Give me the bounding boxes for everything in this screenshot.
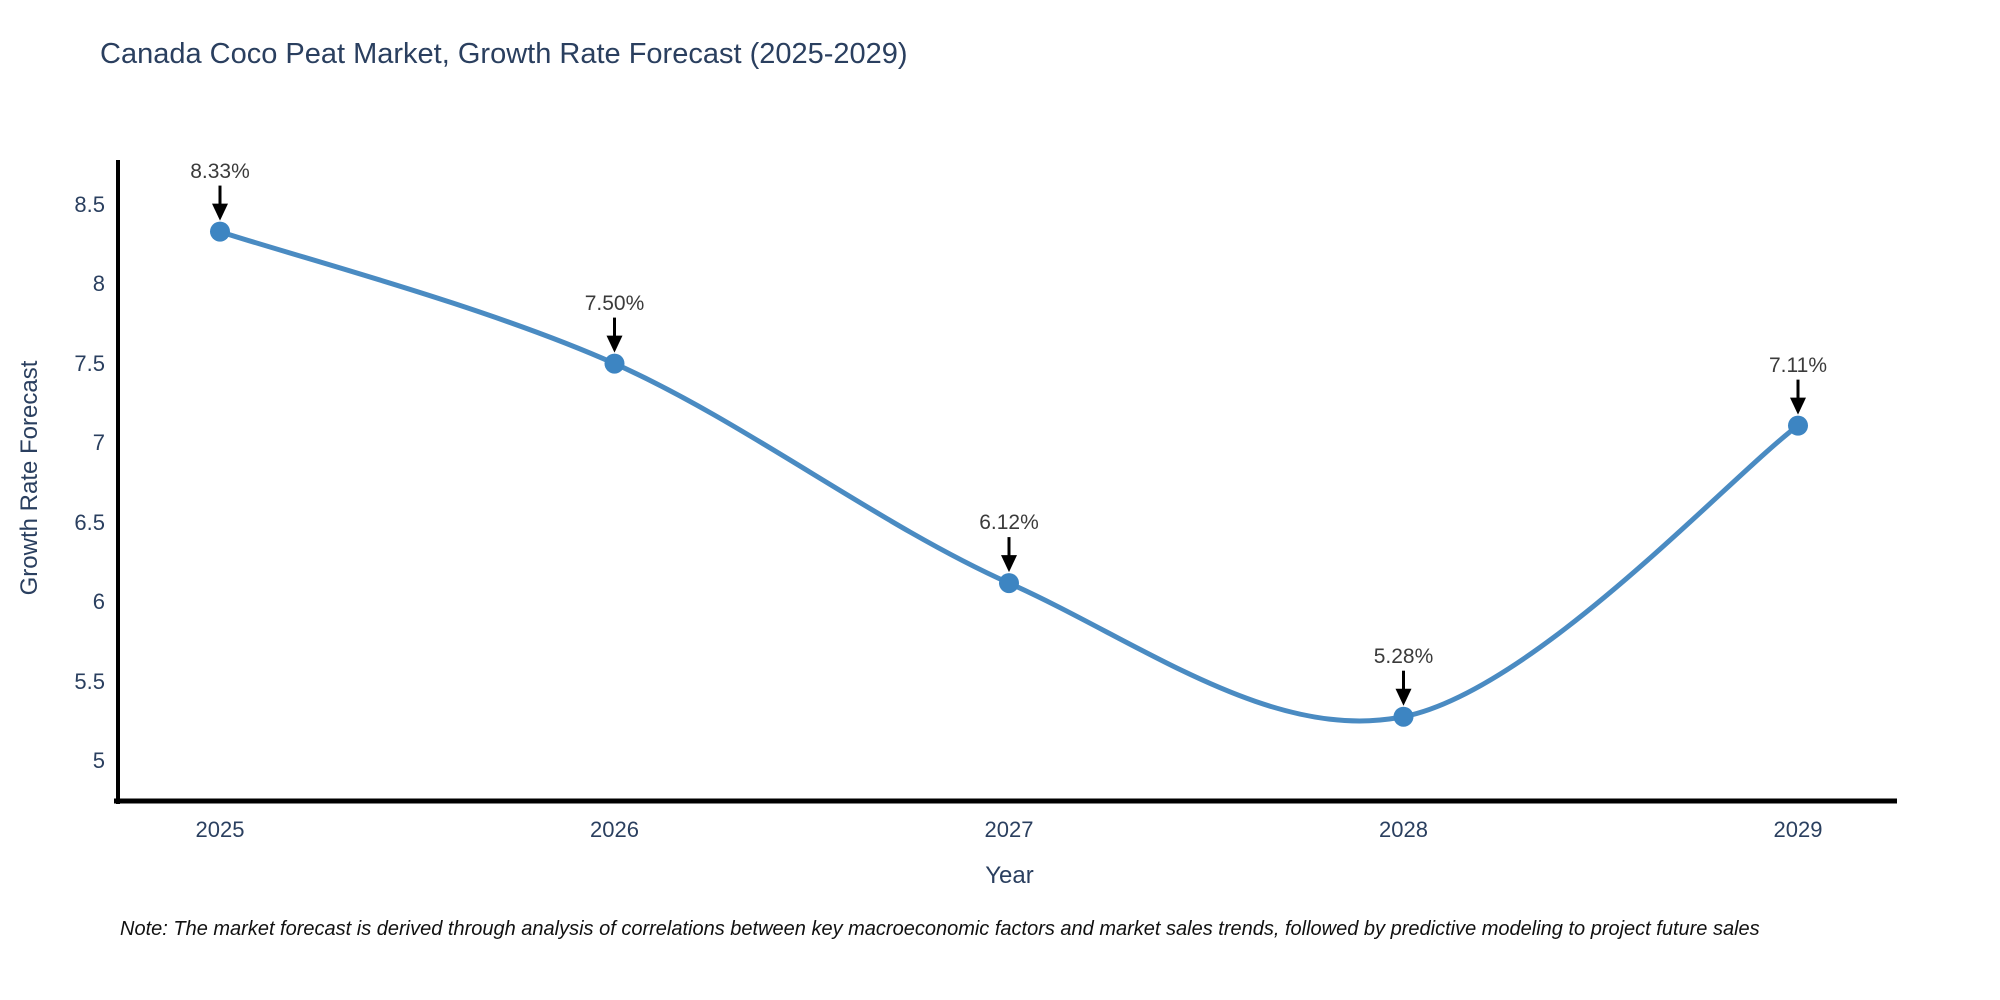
- footnote: Note: The market forecast is derived thr…: [120, 918, 1760, 940]
- data-point-marker[interactable]: [604, 353, 625, 374]
- chart-title: Canada Coco Peat Market, Growth Rate For…: [100, 38, 908, 70]
- y-tick-label: 7.5: [74, 350, 105, 376]
- annotation-arrowhead: [212, 203, 228, 221]
- x-axis-title: Year: [985, 862, 1034, 889]
- data-point-label: 5.28%: [1373, 644, 1434, 668]
- annotation-arrowhead: [1790, 397, 1806, 415]
- x-tick-label: 2028: [1379, 817, 1428, 842]
- data-point-label: 7.50%: [584, 291, 645, 315]
- y-tick-label: 8.5: [74, 191, 105, 217]
- y-tick-label: 8: [92, 271, 105, 297]
- annotation-arrowhead: [606, 335, 623, 353]
- annotation-arrowhead: [1001, 555, 1017, 573]
- y-tick-label: 7: [92, 430, 105, 456]
- y-axis-title: Growth Rate Forecast: [16, 360, 43, 596]
- x-tick-label: 2026: [590, 817, 639, 842]
- data-point-label: 7.11%: [1769, 353, 1827, 377]
- data-point-marker[interactable]: [210, 221, 230, 242]
- y-tick-label: 5: [92, 748, 105, 774]
- x-tick-label: 2025: [195, 817, 245, 842]
- y-tick-label: 6: [92, 589, 105, 615]
- trend-line: [217, 229, 1801, 724]
- data-point-label: 8.33%: [190, 159, 250, 183]
- x-tick-label: 2029: [1773, 817, 1823, 842]
- data-point-marker[interactable]: [1788, 415, 1808, 436]
- y-tick-label: 5.5: [74, 668, 105, 694]
- x-tick-label: 2027: [984, 817, 1034, 842]
- y-tick-label: 6.5: [74, 509, 105, 535]
- data-point-marker[interactable]: [1393, 706, 1414, 727]
- data-point-marker[interactable]: [999, 573, 1019, 594]
- data-point-label: 6.12%: [979, 511, 1039, 535]
- annotation-arrowhead: [1395, 688, 1412, 706]
